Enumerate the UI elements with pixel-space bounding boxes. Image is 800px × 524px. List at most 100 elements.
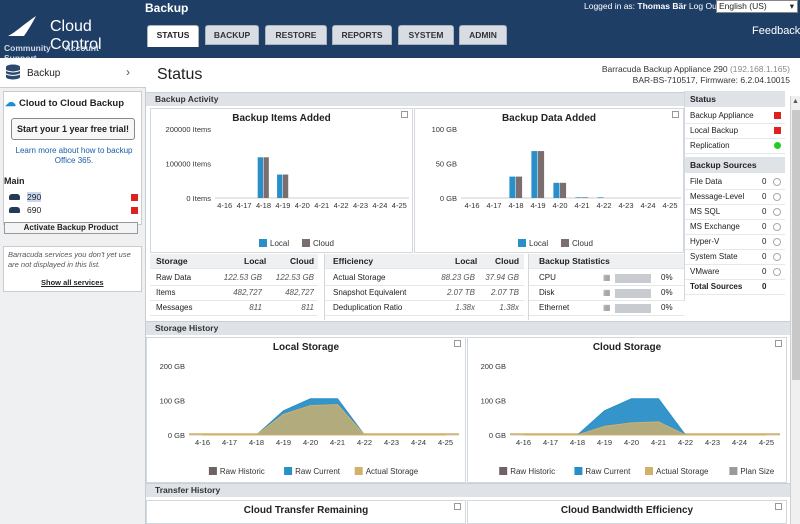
cloud-storage-chart: 200 GB 100 GB 0 GB 4-16 4-17 4-18 4-19 4-20 4-21… [481, 362, 780, 476]
device-item[interactable]: 290 [9, 192, 139, 203]
user-prefix: Logged in as: [584, 1, 636, 11]
table-row: Items 482,727 482,727 [150, 286, 318, 301]
activate-backup-button[interactable]: Activate Backup Product [4, 222, 138, 234]
chart-icon[interactable]: ▦ [603, 273, 611, 282]
source-item[interactable]: System State 0 [685, 250, 785, 265]
x-tick-label: 4-24 [411, 438, 426, 447]
status-item[interactable]: Replication [685, 139, 785, 154]
table-header: Efficiency Local Cloud [325, 254, 524, 269]
backup-data-chart: 100 GB 50 GB 0 GB 4-16 4-17 4-18 4-19 4-20 4-21 4… [432, 125, 681, 248]
expand-icon[interactable] [454, 340, 461, 347]
nav-account[interactable]: Account [64, 43, 99, 53]
y-tick-label: 0 GB [489, 431, 506, 440]
appliance-icon [9, 194, 20, 200]
appliance-firmware: BAR-BS-710517, Firmware: 6.2.04.10015 [632, 75, 790, 85]
chart-icon[interactable]: ▦ [603, 288, 611, 297]
backup-statistics: Backup Statistics CPU ▦ 0% Disk ▦ 0% Eth… [528, 254, 684, 320]
x-tick-label: 4-25 [392, 201, 407, 210]
x-tick-label: 4-23 [618, 201, 633, 210]
y-tick-label: 0 Items [186, 194, 211, 203]
bar-local [531, 151, 538, 198]
c2c-title: ☁ Cloud to Cloud Backup [5, 97, 125, 109]
source-item[interactable]: Message-Level 0 [685, 190, 785, 205]
barracuda-logo-icon[interactable] [6, 14, 40, 38]
expand-icon[interactable] [775, 340, 782, 347]
bar-cloud [282, 174, 289, 198]
bar-cloud [538, 151, 545, 198]
legend-label: Plan Size [740, 467, 774, 476]
legend-label: Raw Historic [220, 467, 265, 476]
tab-backup[interactable]: BACKUP [205, 25, 259, 45]
expand-icon[interactable] [775, 503, 782, 510]
x-tick-label: 4-19 [275, 201, 290, 210]
x-tick-label: 4-19 [276, 438, 291, 447]
x-tick-label: 4-18 [256, 201, 271, 210]
table-row: Actual Storage 88.23 GB 37.94 GB [325, 271, 524, 286]
expand-icon[interactable] [401, 111, 408, 118]
status-item[interactable]: Backup Appliance [685, 109, 785, 124]
tab-reports[interactable]: REPORTS [332, 25, 392, 45]
storage-history-header: Storage History [146, 321, 790, 335]
legend-swatch [561, 239, 569, 247]
vertical-scrollbar[interactable]: ▲ [790, 96, 800, 524]
appliance-info: Barracuda Backup Appliance 290 (192.168.… [602, 64, 790, 86]
status-item[interactable]: Local Backup [685, 124, 785, 139]
expand-icon[interactable] [454, 503, 461, 510]
scrollbar-thumb[interactable] [792, 110, 800, 380]
x-tick-label: 4-19 [597, 438, 612, 447]
legend-label: Actual Storage [366, 467, 419, 476]
bar-cloud [560, 182, 567, 198]
tab-system[interactable]: SYSTEM [398, 25, 454, 45]
tab-admin[interactable]: ADMIN [459, 25, 507, 45]
x-tick-label: 4-22 [596, 201, 611, 210]
y-tick-label: 50 GB [436, 160, 457, 169]
x-tick-label: 4-25 [438, 438, 453, 447]
cloud-transfer-panel: Cloud Transfer Remaining [146, 500, 466, 524]
logout-link[interactable]: Log Out [688, 1, 720, 11]
section-title: Backup [145, 1, 189, 15]
nav-community[interactable]: Community [4, 43, 51, 53]
x-tick-label: 4-16 [217, 201, 232, 210]
bar-local [575, 197, 582, 198]
y-tick-label: 0 GB [168, 431, 185, 440]
backup-items-chart: 200000 Items 100000 Items 0 Items 4-16 4-17 4… [166, 125, 409, 248]
legend-swatch [645, 467, 653, 475]
user-name: Thomas Bär [637, 1, 687, 11]
transfer-history-header: Transfer History [146, 483, 790, 497]
chart-title: Local Storage [272, 342, 340, 353]
sidebar-item-backup[interactable]: Backup › [0, 58, 146, 88]
x-tick-label: 4-22 [678, 438, 693, 447]
table-header: Storage Local Cloud [150, 254, 318, 269]
source-item[interactable]: File Data 0 [685, 175, 785, 190]
device-name: 290 [27, 192, 42, 202]
start-trial-button[interactable]: Start your 1 year free trial! [11, 118, 135, 140]
feedback-link[interactable]: Feedback [752, 25, 800, 37]
source-item[interactable]: Hyper-V 0 [685, 235, 785, 250]
legend-label: Raw Historic [510, 467, 555, 476]
tab-status[interactable]: STATUS [147, 25, 199, 47]
appliance-name: Barracuda Backup Appliance 290 [601, 64, 728, 74]
chart-title: Cloud Bandwidth Efficiency [560, 505, 694, 516]
source-item[interactable]: VMware 0 [685, 265, 785, 280]
x-tick-label: 4-20 [552, 201, 567, 210]
language-select[interactable]: English (US) [716, 0, 798, 13]
scroll-up-icon[interactable]: ▲ [792, 98, 799, 105]
source-item[interactable]: MS SQL 0 [685, 205, 785, 220]
y-tick-label: 200 GB [481, 362, 506, 371]
chart-icon[interactable]: ▦ [603, 303, 611, 312]
device-name: 690 [27, 205, 42, 215]
chart-title: Cloud Transfer Remaining [243, 505, 369, 516]
bandwidth-efficiency-panel: Cloud Bandwidth Efficiency [467, 500, 787, 524]
x-tick-label: 4-24 [732, 438, 747, 447]
tab-restore[interactable]: RESTORE [265, 25, 327, 45]
device-item[interactable]: 690 [9, 205, 139, 216]
x-tick-label: 4-24 [372, 201, 387, 210]
x-tick-label: 4-17 [237, 201, 252, 210]
show-all-services-link[interactable]: Show all services [41, 278, 104, 287]
usage-bar [615, 274, 651, 283]
learn-more-link[interactable]: Learn more about how to backup Office 36… [15, 146, 133, 165]
local-storage-chart: 200 GB 100 GB 0 GB 4-16 4-17 4-18 4-19 4-20 4-21… [160, 362, 459, 476]
source-item[interactable]: MS Exchange 0 [685, 220, 785, 235]
expand-icon[interactable] [672, 111, 679, 118]
x-tick-label: 4-25 [759, 438, 774, 447]
